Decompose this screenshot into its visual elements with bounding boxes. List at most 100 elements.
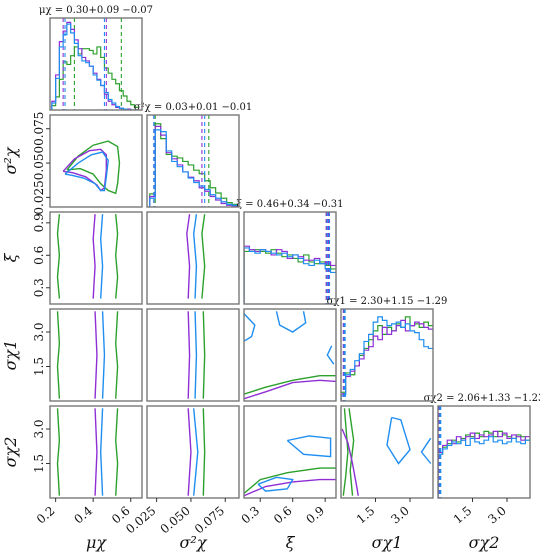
panel-frame-4-3	[340, 405, 434, 499]
contour-panel-3-0	[56, 311, 119, 399]
contour-blue	[64, 151, 109, 192]
contour-green	[56, 408, 61, 496]
y-tick-label-xi: 0.9	[32, 213, 46, 232]
panel-frame-4-1	[146, 405, 240, 499]
panel-frame-3-3	[340, 308, 434, 402]
contour-green	[201, 214, 206, 299]
x-tick-label-sigma_chi1: 1.5	[354, 504, 378, 527]
panel-frame-0-0	[49, 17, 143, 111]
x-tick-label-xi: 0.9	[303, 504, 327, 527]
contour-panel-3-2	[244, 311, 336, 400]
panel-title-mu_chi: μχ = 0.30+0.09 −0.07	[39, 5, 153, 16]
contour-blue	[99, 408, 104, 496]
contour-purple	[187, 408, 192, 496]
contour-panel-4-0	[56, 408, 119, 496]
contour-green	[244, 467, 336, 494]
panel-title-xi: ξ = 0.46+0.34 −0.31	[237, 199, 344, 210]
histogram-blue-series	[341, 316, 433, 401]
contour-green2	[348, 408, 355, 496]
contour-green	[202, 311, 206, 399]
contour-blue	[194, 311, 198, 399]
histogram-sigma2_chi	[149, 115, 238, 207]
y-axis-label-xi: ξ	[1, 252, 20, 262]
panel-title-sigma2_chi: σ²χ = 0.03+0.01 −0.01	[134, 102, 252, 113]
contour-blue3	[326, 345, 335, 365]
contour-green2	[115, 408, 119, 496]
x-tick-label-sigma_chi2: 3.0	[485, 504, 509, 527]
contour-green	[202, 408, 206, 496]
histogram-blue-series	[149, 129, 238, 207]
x-tick-label-sigma_chi2: 1.5	[451, 504, 475, 527]
contour-blue2	[275, 311, 307, 333]
y-tick-label-sigma_chi1: 1.5	[32, 357, 46, 376]
contour-green	[342, 408, 349, 496]
panel-frame-4-2	[243, 405, 337, 499]
x-tick-label-xi: 0.6	[271, 504, 295, 527]
contour-blue	[192, 214, 198, 299]
y-axis-label-sigma2_chi: σ²χ	[1, 146, 20, 174]
x-tick-label-sigma_chi1: 3.0	[388, 504, 412, 527]
panel-frame-4-0	[49, 405, 143, 499]
contour-purple	[244, 379, 336, 400]
contour-purple	[187, 311, 191, 399]
contour-purple	[341, 428, 359, 496]
contour-blue2	[257, 476, 294, 492]
histogram-xi	[244, 212, 336, 304]
y-tick-label-sigma2_chi: 0.050	[32, 146, 46, 180]
contour-panel-2-1	[186, 214, 206, 299]
panel-frame-2-2	[243, 211, 337, 305]
contour-blue	[101, 311, 106, 399]
contour-green	[66, 140, 121, 195]
contour-purple	[94, 311, 98, 399]
histogram-blue-series	[244, 247, 336, 304]
y-tick-label-sigma_chi2: 3.0	[32, 419, 46, 438]
contour-panel-4-1	[187, 408, 206, 496]
contour-green	[56, 311, 61, 399]
x-tick-label-xi: 0.3	[239, 504, 263, 527]
contour-green	[244, 375, 336, 395]
contour-blue	[99, 214, 104, 299]
contour-blue	[192, 408, 199, 496]
x-tick-label-mu_chi: 0.2	[34, 504, 58, 527]
panel-frame-1-1	[146, 114, 240, 208]
y-axis-label-sigma_chi2: σχ2	[1, 437, 20, 468]
y-tick-label-sigma_chi1: 3.0	[32, 322, 46, 341]
contour-purple	[92, 214, 96, 299]
contour-blue	[286, 435, 332, 458]
contour-green2	[115, 311, 119, 399]
histogram-blue-series	[438, 436, 530, 498]
contour-purple	[244, 478, 336, 497]
panel-frame-3-1	[146, 308, 240, 402]
x-tick-label-mu_chi: 0.4	[71, 503, 95, 526]
histogram-sigma_chi2	[438, 406, 530, 498]
x-axis-label-xi: ξ	[286, 533, 296, 552]
contour-panel-4-2	[244, 435, 336, 497]
y-tick-label-sigma2_chi: 0.075	[32, 112, 46, 146]
y-tick-label-sigma2_chi: 0.025	[32, 180, 46, 214]
y-axis-label-sigma_chi1: σχ1	[1, 340, 20, 371]
panel-frame-4-4	[437, 405, 531, 499]
histogram-green-series	[244, 249, 336, 304]
contour-panel-4-3	[341, 408, 432, 496]
contour-blue2	[420, 437, 432, 464]
contour-green	[56, 214, 61, 299]
x-tick-label-sigma2_chi: 0.025	[123, 504, 158, 537]
x-axis-label-sigma_chi1: σχ1	[372, 533, 403, 552]
contour-blue	[244, 313, 256, 342]
histogram-blue-series	[51, 23, 139, 110]
contour-purple	[94, 408, 98, 496]
panel-frame-2-0	[49, 211, 143, 305]
panel-frame-2-1	[146, 211, 240, 305]
x-tick-label-sigma2_chi: 0.075	[192, 504, 227, 537]
panel-title-sigma_chi1: σχ1 = 2.30+1.15 −1.29	[327, 296, 448, 307]
x-axis-label-sigma2_chi: σ²χ	[179, 533, 207, 552]
contour-panel-1-0	[62, 140, 121, 195]
y-tick-label-sigma_chi2: 1.5	[32, 454, 46, 473]
x-tick-label-sigma2_chi: 0.050	[158, 504, 193, 537]
contour-panel-3-1	[187, 311, 206, 399]
contour-blue	[386, 416, 411, 465]
panel-frame-3-0	[49, 308, 143, 402]
x-axis-label-mu_chi: μχ	[86, 533, 107, 552]
panel-frame-3-2	[243, 308, 337, 402]
